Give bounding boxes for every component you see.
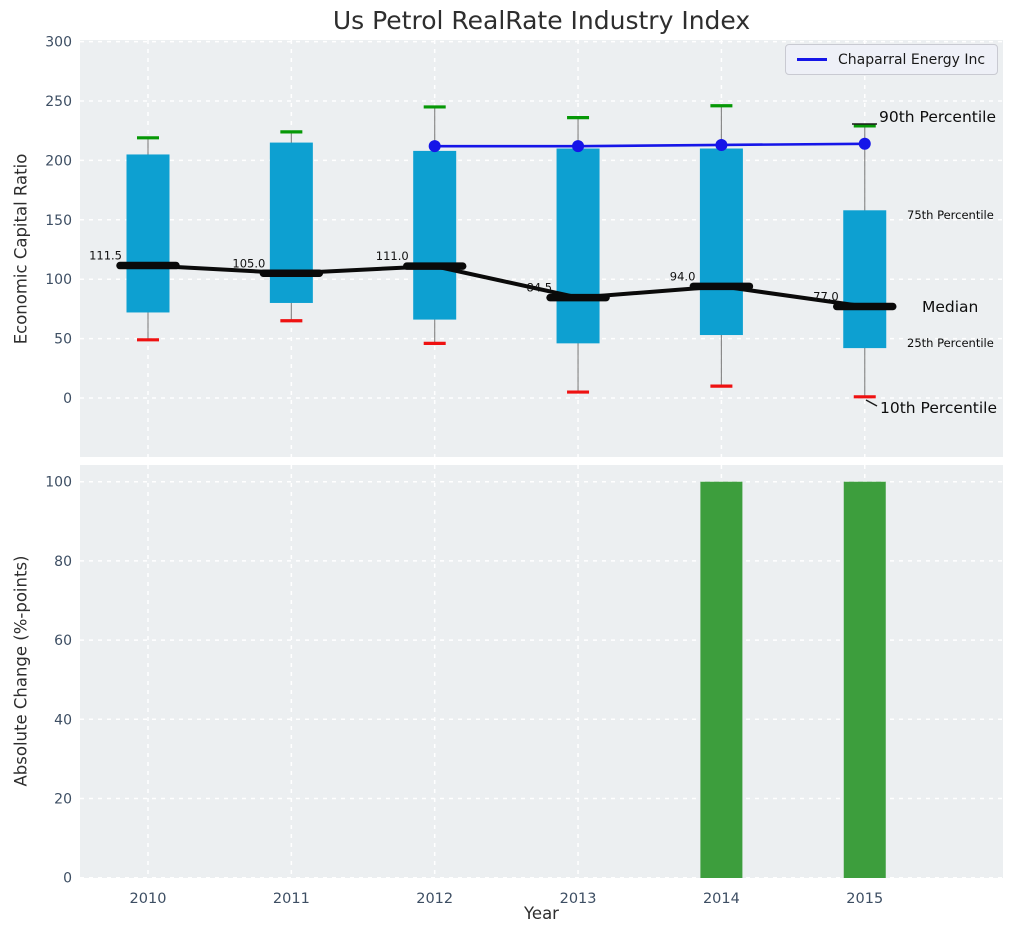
company-line-marker — [429, 140, 441, 152]
ytick-top-0: 0 — [63, 391, 72, 407]
figure: 111.5105.0111.084.594.077.00501001502002… — [0, 0, 1016, 942]
ytick-top-150: 150 — [45, 213, 72, 229]
legend: Chaparral Energy Inc — [785, 44, 998, 75]
ytick-top-50: 50 — [54, 332, 72, 348]
x-axis-label: Year — [80, 904, 1003, 923]
ytick-top-100: 100 — [45, 272, 72, 288]
annotation-90th-percentile: 90th Percentile — [879, 108, 996, 126]
ytick-bottom-60: 60 — [54, 633, 72, 649]
box-2014 — [700, 149, 743, 336]
ytick-bottom-40: 40 — [54, 712, 72, 728]
legend-line-swatch — [797, 58, 827, 61]
median-value-label-2010: 111.5 — [89, 249, 122, 263]
y-axis-label-bottom: Absolute Change (%-points) — [12, 556, 31, 787]
legend-label: Chaparral Energy Inc — [838, 52, 985, 68]
change-bar-2014 — [700, 482, 742, 878]
box-2012 — [413, 151, 456, 320]
ytick-top-300: 300 — [45, 35, 72, 51]
median-value-label-2011: 105.0 — [232, 256, 265, 270]
company-line-marker — [859, 138, 871, 150]
ytick-bottom-0: 0 — [63, 871, 72, 887]
annotation-75th-percentile: 75th Percentile — [907, 208, 994, 222]
ytick-top-250: 250 — [45, 94, 72, 110]
box-2015 — [843, 210, 886, 348]
y-axis-label-top: Economic Capital Ratio — [12, 154, 31, 345]
ytick-bottom-80: 80 — [54, 554, 72, 570]
annotation-median: Median — [922, 298, 978, 316]
median-value-label-2015: 77.0 — [813, 290, 839, 304]
box-2013 — [557, 149, 600, 344]
company-line-marker — [572, 140, 584, 152]
annotation-25th-percentile: 25th Percentile — [907, 336, 994, 350]
company-line-marker — [715, 139, 727, 151]
median-value-label-2014: 94.0 — [670, 269, 696, 283]
annotation-10th-percentile: 10th Percentile — [880, 399, 997, 417]
chart-title: Us Petrol RealRate Industry Index — [80, 6, 1003, 35]
ytick-bottom-20: 20 — [54, 792, 72, 808]
ytick-bottom-100: 100 — [45, 475, 72, 491]
change-bar-2015 — [844, 482, 886, 878]
median-value-label-2012: 111.0 — [376, 249, 409, 263]
ytick-top-200: 200 — [45, 153, 72, 169]
box-2011 — [270, 143, 313, 303]
median-value-label-2013: 84.5 — [526, 281, 552, 295]
chart-canvas: 111.5105.0111.084.594.077.00501001502002… — [0, 0, 1016, 942]
box-2010 — [127, 154, 170, 312]
